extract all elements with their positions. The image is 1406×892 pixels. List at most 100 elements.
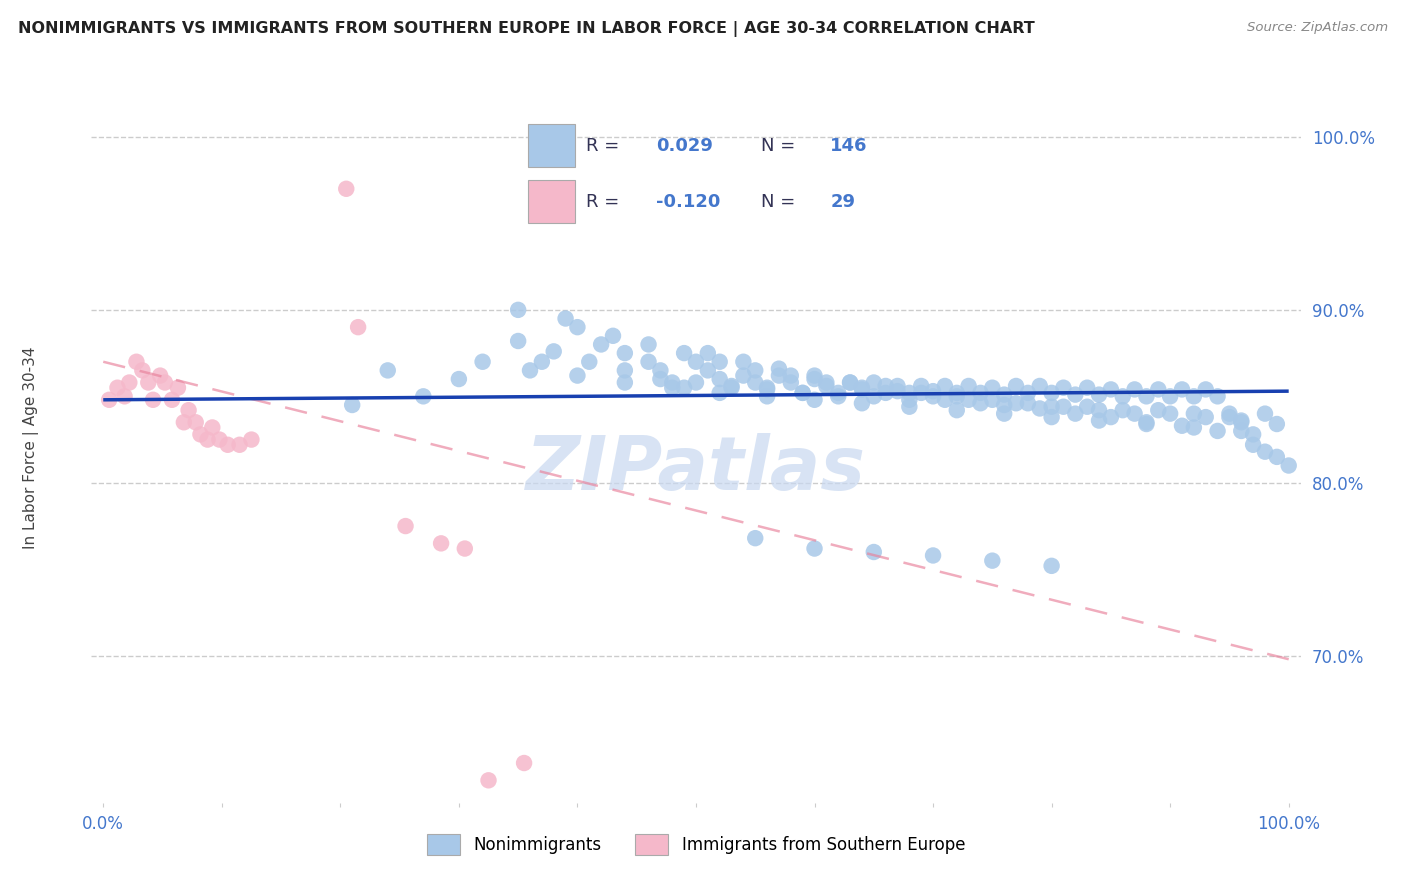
Point: [768, 361, 790, 376]
Point: [744, 531, 766, 545]
Point: [733, 368, 755, 383]
Point: [98, 392, 121, 407]
Point: [803, 368, 825, 383]
Point: [685, 355, 707, 369]
Point: [197, 433, 219, 447]
Point: [1265, 450, 1288, 464]
Point: [1123, 383, 1146, 397]
Point: [1195, 383, 1218, 397]
Point: [1195, 410, 1218, 425]
Point: [945, 403, 967, 417]
Point: [981, 554, 1004, 568]
Point: [1206, 424, 1229, 438]
Point: [1182, 420, 1205, 434]
Point: [862, 545, 884, 559]
Point: [131, 363, 153, 377]
Point: [886, 384, 908, 399]
Point: [567, 320, 589, 334]
Point: [1123, 407, 1146, 421]
Point: [1241, 427, 1264, 442]
Point: [827, 389, 849, 403]
Point: [661, 376, 683, 390]
Point: [886, 379, 908, 393]
Point: [447, 372, 470, 386]
Point: [993, 387, 1015, 401]
Point: [779, 368, 801, 383]
Point: [1017, 385, 1039, 400]
Point: [412, 389, 434, 403]
Point: [1254, 444, 1277, 458]
Point: [1171, 383, 1194, 397]
Point: [803, 392, 825, 407]
Point: [839, 376, 862, 390]
Point: [530, 355, 553, 369]
Point: [957, 379, 980, 393]
Point: [519, 363, 541, 377]
Point: [602, 328, 624, 343]
Text: ZIPatlas: ZIPatlas: [526, 433, 866, 506]
Point: [934, 379, 956, 393]
Point: [1005, 396, 1028, 410]
Point: [1135, 389, 1157, 403]
Point: [142, 392, 165, 407]
Point: [733, 355, 755, 369]
Point: [1147, 403, 1170, 417]
Point: [981, 381, 1004, 395]
Point: [1052, 381, 1074, 395]
Point: [1135, 415, 1157, 429]
Point: [1017, 396, 1039, 410]
Point: [673, 381, 696, 395]
Point: [1052, 400, 1074, 414]
Point: [454, 541, 477, 556]
Point: [945, 385, 967, 400]
Point: [177, 403, 200, 417]
Point: [118, 376, 141, 390]
Point: [969, 396, 991, 410]
Point: [1088, 387, 1111, 401]
Point: [720, 379, 742, 393]
Point: [1040, 400, 1063, 414]
Point: [1005, 379, 1028, 393]
Point: [136, 376, 159, 390]
Point: [661, 381, 683, 395]
Point: [1182, 389, 1205, 403]
Point: [981, 392, 1004, 407]
Point: [1230, 413, 1253, 427]
Point: [875, 379, 897, 393]
Point: [190, 427, 212, 442]
Point: [922, 384, 945, 399]
Point: [696, 346, 718, 360]
Point: [862, 389, 884, 403]
Point: [851, 383, 873, 397]
Point: [851, 396, 873, 410]
Point: [922, 389, 945, 403]
Point: [709, 385, 731, 400]
Point: [508, 302, 530, 317]
Point: [1029, 379, 1052, 393]
Point: [477, 773, 499, 788]
Point: [957, 392, 980, 407]
Point: [340, 398, 363, 412]
Point: [898, 392, 921, 407]
Point: [815, 376, 838, 390]
Point: [650, 363, 672, 377]
Point: [1206, 389, 1229, 403]
Point: [184, 415, 207, 429]
Point: [471, 355, 494, 369]
Y-axis label: In Labor Force | Age 30-34: In Labor Force | Age 30-34: [22, 347, 38, 549]
Point: [613, 376, 636, 390]
Point: [201, 420, 224, 434]
Point: [993, 407, 1015, 421]
Point: [768, 368, 790, 383]
Point: [1112, 389, 1135, 403]
Point: [1040, 385, 1063, 400]
Point: [709, 355, 731, 369]
Point: [1265, 417, 1288, 431]
Text: NONIMMIGRANTS VS IMMIGRANTS FROM SOUTHERN EUROPE IN LABOR FORCE | AGE 30-34 CORR: NONIMMIGRANTS VS IMMIGRANTS FROM SOUTHER…: [18, 21, 1035, 37]
Point: [1088, 413, 1111, 427]
Point: [756, 389, 779, 403]
Point: [1147, 383, 1170, 397]
Point: [898, 400, 921, 414]
Point: [827, 385, 849, 400]
Point: [720, 381, 742, 395]
